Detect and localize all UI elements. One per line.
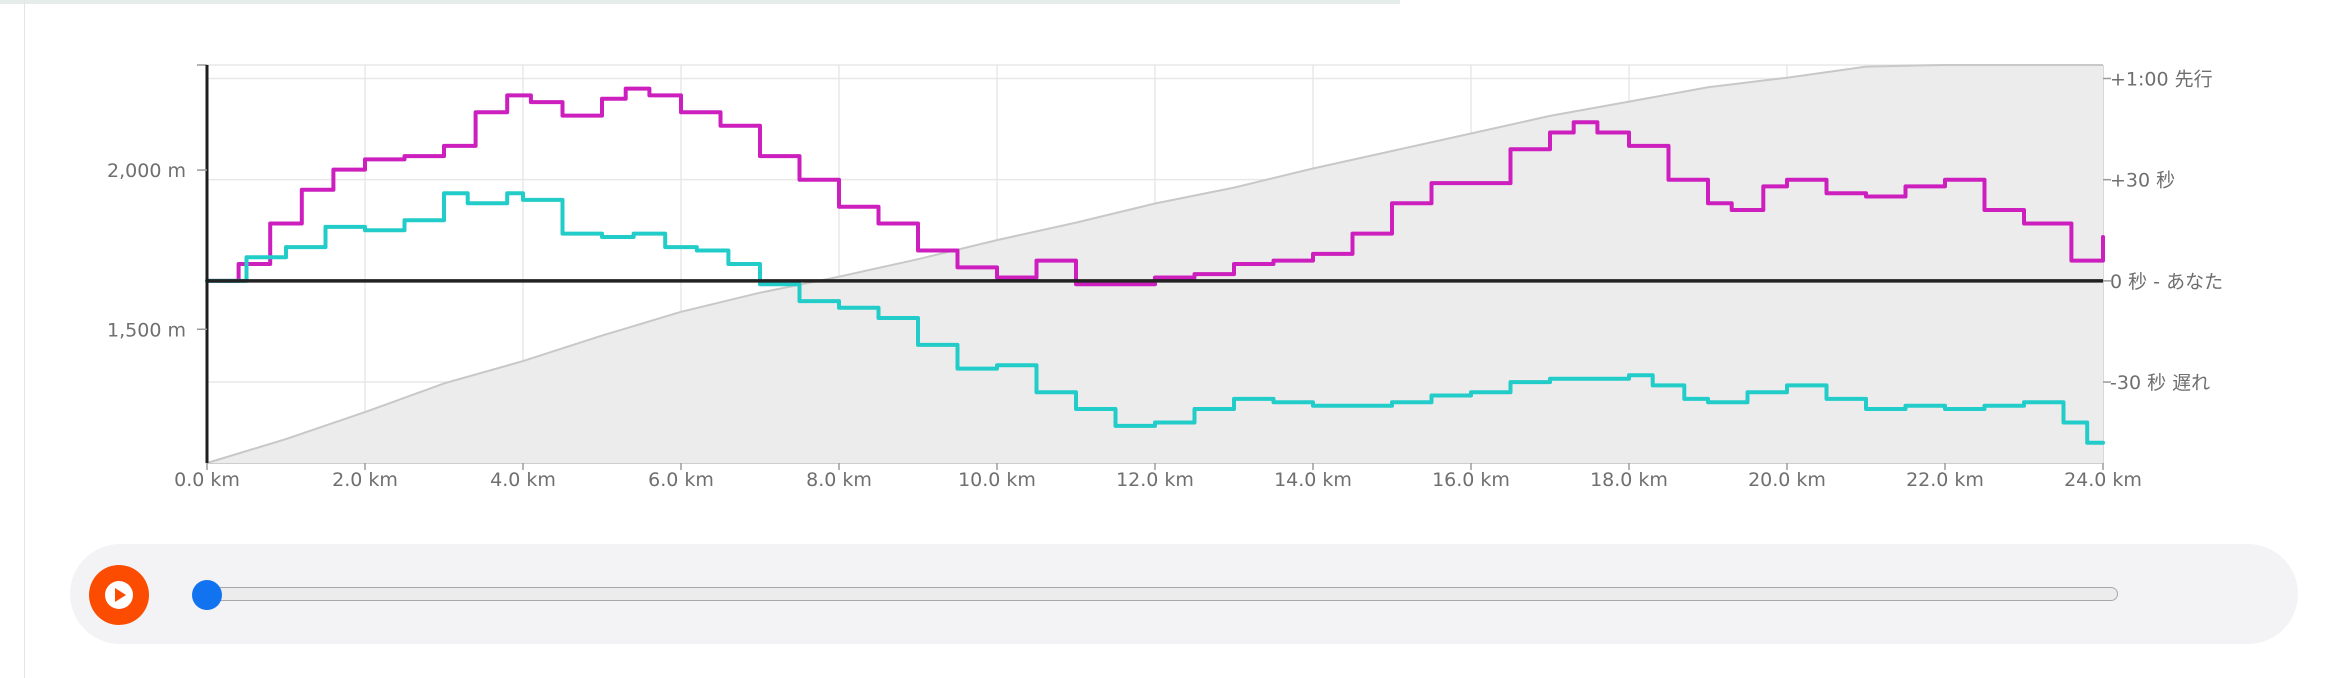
right-tick-label: -30 秒 遅れ (2110, 372, 2210, 394)
x-tick-label: 6.0 km (648, 469, 714, 491)
series-lines (205, 64, 2105, 464)
x-tick-label: 14.0 km (1274, 469, 1352, 491)
x-tick-label: 16.0 km (1432, 469, 1510, 491)
left-tick-label: 2,000 m (107, 160, 186, 182)
x-tick-label: 20.0 km (1748, 469, 1826, 491)
comparison-chart: 0.0 km 2.0 km 4.0 km 6.0 km 8.0 km 10.0 km 12.… (107, 64, 2223, 491)
chart-panel (24, 0, 2330, 678)
x-tick-label: 22.0 km (1906, 469, 1984, 491)
play-triangle-glyph (115, 588, 126, 602)
x-tick-label: 18.0 km (1590, 469, 1668, 491)
right-tick-label: +1:00 先行 (2110, 68, 2213, 90)
athlete-series-1-line (205, 86, 2105, 287)
x-tick-label: 10.0 km (958, 469, 1036, 491)
elevation-line (206, 64, 2103, 464)
right-tick-label: +30 秒 (2110, 170, 2175, 192)
top-strip (0, 0, 1400, 4)
y-axis-ticks: 2,000 m 1,500 m +1:00 先行 +30 秒 0 秒 - あなた -30 … (107, 68, 2223, 394)
left-tick-label: 1,500 m (107, 319, 186, 341)
timeline-slider[interactable] (192, 580, 2118, 610)
x-tick-label: 8.0 km (806, 469, 872, 491)
x-tick-label: 0.0 km (174, 469, 240, 491)
x-tick-label: 2.0 km (332, 469, 398, 491)
x-tick-label: 4.0 km (490, 469, 556, 491)
right-tick-label: 0 秒 - あなた (2110, 271, 2223, 293)
play-icon (105, 581, 133, 609)
playback-bar (70, 544, 2298, 644)
elevation-area (207, 65, 2103, 463)
x-axis-ticks: 0.0 km 2.0 km 4.0 km 6.0 km 8.0 km 10.0 km 12.… (174, 463, 2142, 491)
athlete-series-2-line (205, 191, 2105, 445)
slider-handle[interactable] (192, 580, 222, 610)
x-tick-label: 12.0 km (1116, 469, 1194, 491)
x-tick-label: 24.0 km (2064, 469, 2142, 491)
play-button[interactable] (89, 565, 149, 625)
